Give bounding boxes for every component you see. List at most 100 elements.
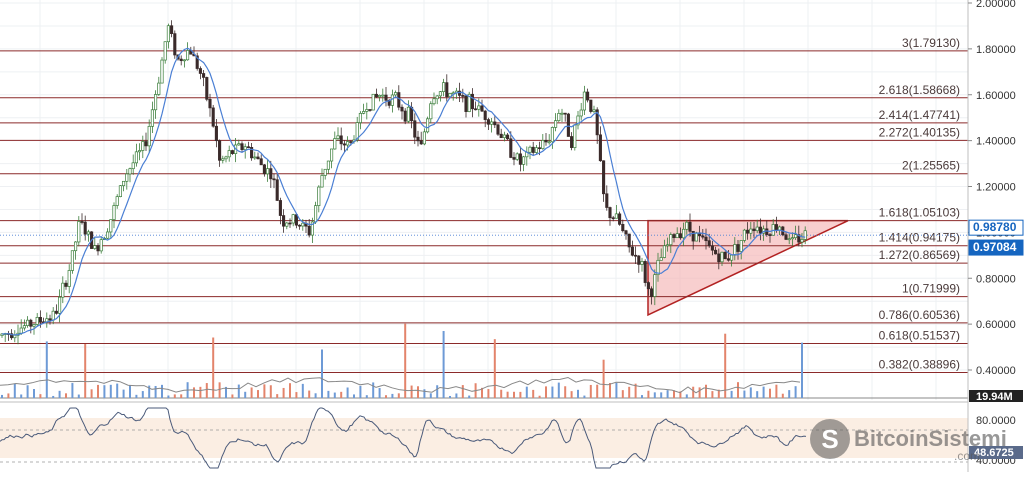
candle-body (205, 77, 209, 100)
volume-bar (615, 382, 618, 398)
volume-bar (295, 392, 298, 398)
candle-body (685, 221, 689, 230)
candle-body (134, 151, 138, 164)
volume-bar (551, 386, 554, 398)
candles (0, 20, 807, 345)
volume-bar (231, 394, 234, 398)
candle-body (358, 112, 362, 123)
volume-bar (26, 385, 29, 398)
volume-bar (71, 383, 74, 398)
volume-bar (263, 384, 266, 398)
volume-panel (0, 323, 1024, 403)
volume-bar (775, 384, 778, 398)
candle-body (726, 258, 730, 261)
volume-bar (532, 389, 535, 398)
volume-bar (545, 386, 547, 398)
volume-bar (1, 394, 3, 398)
candle-body (179, 58, 183, 62)
candle-body (483, 110, 487, 120)
volume-bar (250, 387, 253, 398)
candle-body (150, 109, 154, 127)
volume-bar (538, 395, 541, 398)
candle-body (275, 179, 279, 201)
candle-body (262, 164, 266, 175)
volume-bar (481, 387, 483, 398)
volume-bar (276, 394, 279, 398)
volume-bar (794, 386, 797, 398)
volume-bar (282, 387, 285, 398)
volume-bar (193, 387, 195, 398)
candle-body (499, 133, 503, 139)
moving-average-line (1, 47, 806, 336)
candle-body (182, 59, 186, 62)
candle-body (221, 158, 225, 161)
volume-bar (129, 385, 131, 398)
fib-level-label: 2(1.25565) (902, 159, 960, 173)
fib-level-label: 2.618(1.58668) (879, 83, 960, 97)
candle-body (291, 214, 295, 224)
candle-body (93, 245, 97, 249)
candle-body (640, 261, 644, 265)
volume-bar (749, 387, 752, 398)
candle-body (486, 119, 490, 125)
volume-bar (141, 391, 144, 398)
candle-body (147, 125, 151, 147)
candle-body (173, 33, 177, 56)
candle-body (160, 59, 164, 84)
candle-body (733, 244, 737, 256)
candle-body (349, 141, 353, 143)
candle-body (627, 233, 631, 248)
volume-bar (301, 383, 304, 398)
volume-bar (724, 333, 727, 398)
candle-body (710, 245, 714, 251)
candle-body (650, 288, 654, 297)
candle-body (589, 99, 593, 112)
fib-level-label: 1.414(0.94175) (879, 231, 960, 245)
candle-body (285, 222, 289, 227)
rsi-line (0, 407, 807, 469)
volume-bar (801, 342, 803, 398)
candle-body (253, 156, 257, 159)
candle-body (122, 180, 126, 187)
axis-tick-label: 0.40000 (976, 365, 1016, 377)
candle-body (323, 168, 327, 176)
candle-body (480, 105, 484, 112)
volume-bar (109, 384, 112, 398)
candle-body (342, 143, 346, 146)
fib-level-label: 0.618(0.51537) (879, 329, 960, 343)
candle-body (474, 108, 478, 111)
candle-body (675, 233, 679, 239)
candle-body (509, 138, 513, 158)
candle-body (618, 213, 622, 225)
volume-bar (596, 384, 599, 398)
candle-body (522, 156, 526, 165)
candle-body (400, 106, 404, 112)
candle-body (605, 193, 609, 208)
candle-body (384, 94, 388, 101)
candle-body (768, 234, 772, 236)
rsi-axis-tick-label: 80.0000 (976, 415, 1016, 427)
candle-body (720, 251, 724, 263)
volume-bar (257, 390, 259, 398)
candle-body (211, 107, 215, 127)
volume-bar (359, 385, 362, 398)
volume-bar (212, 337, 215, 398)
price-badge-label: 0.98780 (973, 220, 1017, 234)
candle-body (83, 221, 87, 235)
candle-body (282, 215, 286, 227)
volume-bar (7, 393, 10, 398)
volume-bar (468, 395, 471, 398)
candle-body (61, 282, 65, 298)
volume-bar (442, 330, 445, 398)
fib-level-label: 0.382(0.38896) (879, 358, 960, 372)
candle-body (477, 105, 481, 110)
volume-bar (353, 394, 355, 398)
volume-bar (493, 339, 496, 398)
volume-bar (154, 385, 157, 398)
candle-body (333, 138, 337, 150)
volume-bar (756, 391, 759, 398)
volume-bar (116, 383, 119, 398)
candle-body (518, 153, 522, 165)
volume-bar (577, 389, 579, 398)
